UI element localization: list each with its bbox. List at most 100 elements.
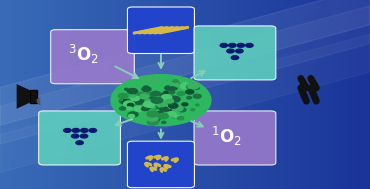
Bar — [40, 0, 41, 189]
Bar — [360, 0, 361, 189]
Bar — [319, 0, 321, 189]
Bar — [85, 0, 86, 189]
Circle shape — [194, 87, 198, 89]
Bar — [112, 0, 114, 189]
Bar — [255, 0, 256, 189]
Bar — [101, 0, 102, 189]
Bar — [178, 0, 179, 189]
Circle shape — [158, 100, 165, 104]
Circle shape — [187, 97, 192, 99]
Bar — [159, 0, 160, 189]
Bar — [242, 0, 243, 189]
Circle shape — [164, 91, 167, 93]
Bar — [0, 0, 1, 189]
Bar — [201, 0, 202, 189]
Circle shape — [227, 49, 234, 53]
Bar — [365, 0, 366, 189]
Bar — [252, 0, 253, 189]
Circle shape — [145, 92, 153, 96]
Bar — [30, 0, 31, 189]
Bar — [350, 0, 352, 189]
Bar — [222, 0, 223, 189]
Bar — [206, 0, 207, 189]
Bar — [163, 0, 164, 189]
Bar — [358, 0, 359, 189]
Bar — [199, 0, 200, 189]
Circle shape — [169, 96, 180, 102]
Bar — [115, 0, 116, 189]
Circle shape — [246, 43, 253, 47]
Bar — [190, 0, 191, 189]
Circle shape — [236, 49, 243, 53]
Bar — [9, 0, 10, 189]
Circle shape — [150, 100, 159, 105]
Text: $^{3}$O$_{2}$: $^{3}$O$_{2}$ — [68, 43, 98, 66]
Circle shape — [155, 96, 165, 101]
Circle shape — [194, 94, 201, 98]
Bar — [196, 0, 197, 189]
Bar — [318, 0, 319, 189]
Bar — [287, 0, 289, 189]
Circle shape — [168, 102, 174, 105]
Bar — [27, 0, 28, 189]
Bar — [289, 0, 290, 189]
Bar — [299, 0, 300, 189]
Circle shape — [150, 96, 154, 98]
Circle shape — [144, 101, 155, 107]
Bar — [77, 0, 78, 189]
Bar — [110, 0, 111, 189]
Circle shape — [166, 99, 174, 103]
Bar — [212, 0, 213, 189]
Bar — [236, 0, 237, 189]
Circle shape — [133, 98, 144, 104]
Bar — [15, 0, 16, 189]
Circle shape — [147, 119, 159, 125]
Circle shape — [159, 107, 168, 111]
Circle shape — [140, 94, 149, 99]
Circle shape — [160, 101, 166, 105]
Bar — [49, 0, 51, 189]
FancyBboxPatch shape — [194, 111, 276, 165]
Bar — [138, 0, 139, 189]
Bar — [311, 0, 312, 189]
Circle shape — [120, 107, 126, 110]
Bar — [264, 0, 265, 189]
Bar — [125, 0, 126, 189]
Bar — [204, 0, 205, 189]
Bar — [164, 0, 165, 189]
Bar — [323, 0, 324, 189]
Bar — [43, 0, 44, 189]
Bar — [278, 0, 279, 189]
Bar — [339, 0, 340, 189]
Bar — [275, 0, 276, 189]
Bar — [6, 0, 7, 189]
Bar — [317, 0, 318, 189]
Bar — [106, 0, 107, 189]
Bar — [342, 0, 343, 189]
Bar — [302, 0, 303, 189]
Bar — [127, 0, 128, 189]
Bar — [7, 0, 9, 189]
Circle shape — [164, 102, 169, 104]
Bar — [162, 0, 163, 189]
Bar — [141, 0, 142, 189]
Bar — [54, 0, 55, 189]
Circle shape — [161, 95, 172, 100]
Bar — [155, 0, 157, 189]
Bar — [332, 0, 333, 189]
Circle shape — [159, 103, 164, 106]
Bar — [207, 0, 208, 189]
Bar — [170, 0, 171, 189]
Bar — [344, 0, 345, 189]
Bar — [16, 0, 17, 189]
Circle shape — [158, 99, 164, 102]
Bar — [329, 0, 330, 189]
Bar — [181, 0, 182, 189]
Bar — [111, 0, 112, 189]
Circle shape — [64, 129, 71, 132]
Bar — [186, 0, 188, 189]
Bar — [130, 0, 131, 189]
Bar — [20, 0, 21, 189]
Circle shape — [196, 104, 199, 106]
Bar — [41, 0, 42, 189]
